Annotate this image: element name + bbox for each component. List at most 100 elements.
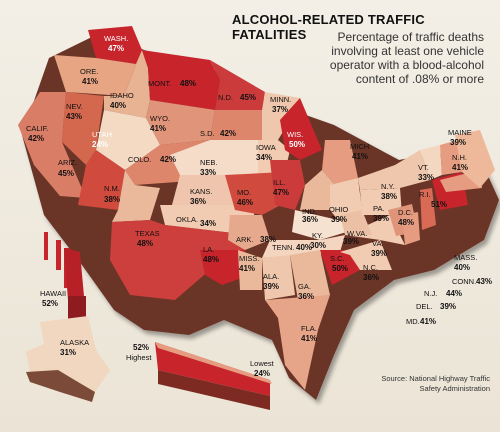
state-label-nd: N.D.: [218, 93, 233, 102]
state-nev: [62, 92, 104, 165]
state-label-wyo: WYO.: [150, 114, 170, 123]
state-label-neb: NEB.: [200, 158, 218, 167]
legend-text: 52% Highest Lowest 24%: [126, 343, 275, 378]
state-value-sc: 50%: [332, 264, 348, 273]
state-value-vt: 33%: [418, 173, 434, 182]
state-calif: [18, 92, 86, 198]
legend-wedge: [155, 342, 272, 410]
state-la: [200, 250, 250, 285]
state-label-wva: W.VA.: [347, 229, 367, 238]
state-value-wva: 39%: [343, 237, 359, 246]
state-value-mo: 46%: [237, 198, 253, 207]
state-label-calif: CALIF.: [26, 124, 49, 133]
state-mich: [322, 140, 358, 185]
state-label-okla: OKLA.: [176, 215, 198, 224]
state-value-ore: 41%: [82, 77, 98, 86]
state-vt: [420, 145, 442, 180]
state-label-iowa: IOWA: [256, 143, 276, 152]
state-wis: [280, 98, 322, 160]
state-label-wash: WASH.: [104, 34, 128, 43]
state-wash: [88, 26, 142, 64]
state-nd: [210, 60, 265, 110]
state-label-mo: MO.: [237, 188, 251, 197]
state-value-pa: 39%: [373, 214, 389, 223]
state-value-mass: 40%: [454, 263, 470, 272]
state-ohio: [330, 178, 362, 220]
state-value-md: 41%: [420, 317, 436, 326]
state-label-nj: N.J.: [424, 289, 437, 298]
state-label-texas: TEXAS: [135, 229, 160, 238]
state-value-nh: 41%: [452, 163, 468, 172]
state-ark: [228, 215, 270, 250]
state-nc: [340, 240, 392, 270]
state-label-ri: R.I.: [419, 190, 431, 199]
state-ind: [300, 170, 335, 210]
state-label-colo: COLO.: [128, 155, 151, 164]
state-label-minn: MINN.: [270, 95, 291, 104]
legend-high-value: 52%: [133, 343, 149, 352]
state-label-ark: ARK.: [236, 235, 254, 244]
state-value-ri: 51%: [431, 200, 447, 209]
state-ky: [292, 210, 360, 240]
legend-low-label: Lowest: [250, 359, 275, 368]
state-label-sc: S.C.: [330, 254, 345, 263]
alaska-shape: [26, 316, 110, 402]
state-value-mont: 48%: [180, 79, 196, 88]
state-value-conn: 43%: [476, 277, 492, 286]
state-mont: [142, 50, 220, 110]
state-label-dc: D.C.: [398, 208, 413, 217]
state-label-mont: MONT.: [148, 79, 171, 88]
hawaii-shapes: [44, 232, 86, 324]
state-label-ohio: OHIO: [329, 205, 348, 214]
state-texas: [110, 220, 250, 300]
state-ga: [290, 250, 330, 300]
page-title: ALCOHOL-RELATED TRAFFIC FATALITIES: [232, 12, 425, 42]
state-value-maine: 39%: [450, 138, 466, 147]
state-md: [402, 212, 420, 245]
state-label-nm: N.M.: [104, 184, 120, 193]
state-ore: [54, 55, 136, 96]
state-label-mass: MASS.: [454, 253, 477, 262]
state-value-iowa: 34%: [256, 153, 272, 162]
state-value-nd: 45%: [240, 93, 256, 102]
state-label-ga: GA.: [298, 282, 311, 291]
state-value-ill: 47%: [273, 188, 289, 197]
state-value-wash: 47%: [108, 44, 124, 53]
state-value-wis: 50%: [289, 140, 305, 149]
state-label-ore: ORE.: [80, 67, 98, 76]
state-label-ind: IND.: [302, 207, 317, 216]
page-subtitle: Percentage of traffic deaths involving a…: [329, 30, 484, 86]
state-value-nm: 38%: [104, 195, 120, 204]
state-nj: [420, 188, 436, 230]
state-value-ny: 38%: [381, 192, 397, 201]
state-label-md: MD.: [406, 317, 420, 326]
state-value-alaska: 31%: [60, 348, 76, 357]
state-value-mich: 41%: [352, 152, 368, 161]
state-pa: [360, 188, 402, 215]
state-nm: [112, 170, 160, 222]
state-label-conn: CONN.: [452, 277, 476, 286]
state-label-wis: WIS.: [287, 130, 303, 139]
state-value-nc: 36%: [363, 273, 379, 282]
state-shapes: [18, 26, 495, 390]
state-value-fla: 41%: [301, 334, 317, 343]
legend-high-label: Highest: [126, 353, 152, 362]
legend-low-value: 24%: [254, 369, 270, 378]
state-ny: [358, 150, 430, 190]
state-label-mich: MICH.: [350, 142, 371, 151]
state-label-ill: ILL.: [273, 178, 286, 187]
state-label-kans: KANS.: [190, 187, 213, 196]
state-value-del: 39%: [440, 302, 456, 311]
state-va: [345, 215, 405, 245]
state-value-utah: 24%: [92, 140, 108, 149]
state-label-ala: ALA.: [263, 272, 279, 281]
state-value-tenn: 40%: [296, 243, 312, 252]
state-ala: [262, 255, 295, 300]
state-value-ohio: 39%: [331, 215, 347, 224]
state-value-idaho: 40%: [110, 101, 126, 110]
state-label-idaho: IDAHO: [110, 91, 134, 100]
state-value-la: 48%: [203, 255, 219, 264]
state-sd: [210, 110, 262, 140]
state-label-miss: MISS.: [239, 254, 259, 263]
